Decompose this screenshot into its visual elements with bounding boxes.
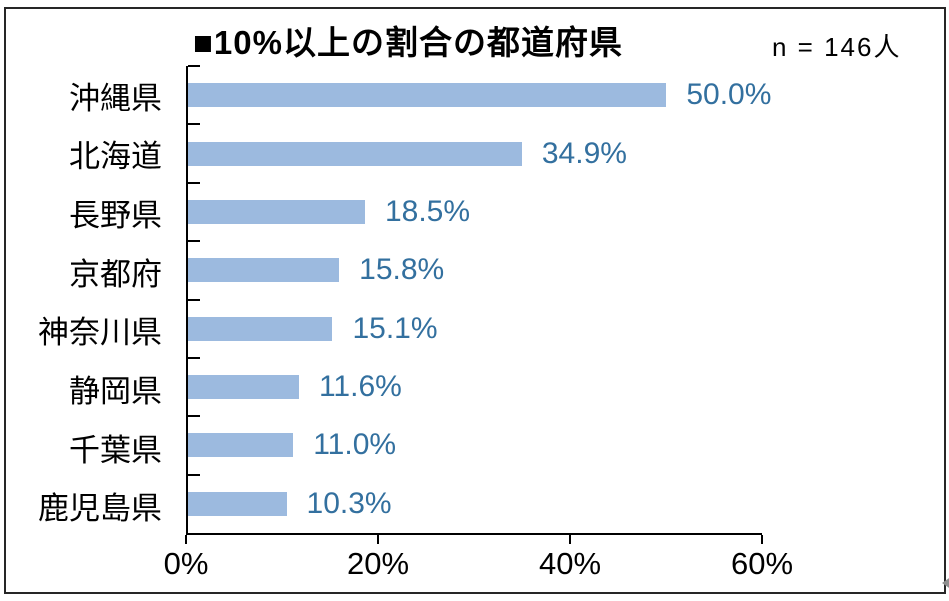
- category-tick-mark: [188, 415, 200, 418]
- category-label: 千葉県: [69, 432, 162, 468]
- category-row: 鹿児島県: [0, 476, 162, 535]
- category-row: 静岡県: [0, 359, 162, 418]
- category-label: 神奈川県: [38, 315, 162, 351]
- category-axis-labels: 沖縄県北海道長野県京都府神奈川県静岡県千葉県鹿児島県: [0, 66, 162, 535]
- category-label: 長野県: [69, 198, 162, 234]
- bar-rows: 50.0% 34.9% 18.5% 15.8% 15.1% 11.6% 11.0% 10.3%: [188, 66, 771, 533]
- category-tick-mark: [188, 356, 200, 359]
- category-label: 鹿児島県: [38, 491, 162, 527]
- bar-row: 34.9%: [188, 124, 762, 182]
- bar-row: 18.5%: [188, 183, 762, 241]
- chart-title: ■10%以上の割合の都道府県: [193, 24, 623, 61]
- bar-value-label: 34.9%: [541, 136, 627, 170]
- bar-value-label: 18.5%: [384, 194, 471, 228]
- x-tick-mark: [761, 535, 763, 544]
- bar: [188, 141, 522, 166]
- bar-row: 11.0%: [188, 416, 762, 474]
- bar: [188, 433, 294, 458]
- category-row: 京都府: [0, 242, 162, 301]
- bar: [188, 375, 299, 400]
- category-tick-mark: [188, 473, 200, 476]
- bar: [188, 491, 287, 516]
- bar-row: 10.3%: [188, 475, 762, 533]
- category-tick-mark: [188, 181, 200, 184]
- bar-row: 11.6%: [188, 358, 762, 416]
- x-tick-label: 20%: [346, 546, 410, 581]
- category-label: 京都府: [69, 256, 162, 292]
- category-tick-mark: [188, 65, 200, 67]
- bar-row: 15.1%: [188, 300, 762, 358]
- category-label: 静岡県: [69, 373, 162, 409]
- x-tick-label: 60%: [730, 546, 794, 581]
- bar: [188, 199, 365, 224]
- bar-value-label: 15.8%: [359, 253, 445, 287]
- category-row: 北海道: [0, 125, 162, 184]
- plot-area: 50.0% 34.9% 18.5% 15.8% 15.1% 11.6% 11.0% 10.3%: [186, 65, 771, 535]
- category-row: 神奈川県: [0, 301, 162, 360]
- category-row: 千葉県: [0, 418, 162, 477]
- bar-row: 50.0%: [188, 66, 771, 124]
- bar-value-label: 10.3%: [306, 486, 392, 520]
- bar-value-label: 11.0%: [313, 428, 397, 462]
- x-axis-labels: 0% 20% 40% 60%: [164, 546, 793, 586]
- category-tick-mark: [188, 298, 200, 301]
- bar: [188, 258, 340, 283]
- category-tick-mark: [188, 240, 200, 243]
- bar-value-label: 15.1%: [352, 311, 438, 345]
- category-row: 長野県: [0, 183, 162, 242]
- bar: [188, 83, 667, 108]
- x-tick-label: 40%: [538, 546, 602, 581]
- x-tick-label: 0%: [163, 546, 209, 581]
- bar-value-label: 50.0%: [686, 78, 772, 112]
- bar-row: 15.8%: [188, 241, 762, 299]
- category-row: 沖縄県: [0, 66, 162, 125]
- x-axis-ticks: [185, 535, 763, 544]
- category-label: 沖縄県: [69, 80, 162, 116]
- bar-value-label: 11.6%: [318, 370, 402, 404]
- sample-size-label: n = 146人: [772, 32, 902, 62]
- x-tick-mark: [569, 535, 571, 544]
- x-tick-mark: [185, 535, 187, 544]
- bar: [188, 316, 333, 341]
- category-label: 北海道: [69, 139, 162, 175]
- x-tick-mark: [377, 535, 379, 544]
- category-tick-mark: [188, 123, 200, 126]
- cursor-artifact: [942, 576, 949, 590]
